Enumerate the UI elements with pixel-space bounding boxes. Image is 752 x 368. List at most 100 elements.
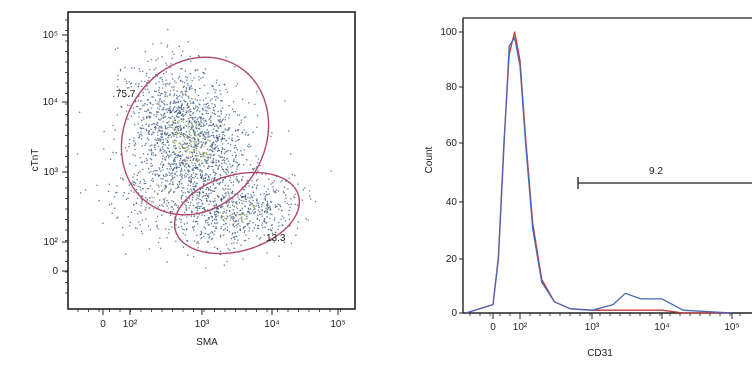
dot-point — [161, 161, 163, 163]
dot-point — [149, 185, 152, 187]
dot-point — [250, 203, 252, 205]
dot-point — [210, 125, 212, 127]
dot-point — [207, 224, 209, 226]
dot-point — [176, 156, 179, 159]
dot-point — [150, 162, 152, 165]
dot-point — [129, 139, 131, 141]
dot-point — [174, 172, 176, 174]
dot-point — [190, 202, 192, 204]
dot-point — [254, 212, 256, 214]
dot-point — [185, 207, 187, 209]
dot-point — [185, 131, 187, 133]
dot-point — [193, 215, 196, 217]
dot-point — [184, 169, 186, 171]
dot-point — [177, 127, 179, 130]
dot-point — [219, 253, 221, 256]
dot-point — [221, 143, 224, 145]
dot-point — [236, 212, 238, 214]
dot-point — [196, 234, 198, 236]
dot-point — [271, 232, 274, 234]
dot-point — [301, 199, 303, 201]
dot-point — [198, 202, 200, 204]
dot-point — [184, 147, 186, 150]
dot-point — [162, 108, 164, 111]
dot-point — [222, 118, 224, 120]
dot-point — [158, 174, 160, 176]
dot-point — [182, 115, 184, 117]
dot-point — [76, 153, 79, 155]
dot-point — [228, 129, 230, 131]
dot-point — [134, 144, 136, 146]
dot-point — [214, 177, 216, 179]
dot-point — [246, 213, 248, 215]
dot-point — [202, 109, 204, 111]
dot-point — [201, 207, 204, 209]
dot-point — [186, 160, 188, 162]
dot-point — [226, 226, 229, 228]
dot-point — [246, 223, 248, 225]
dot-point — [197, 240, 199, 243]
dot-point — [219, 156, 221, 158]
dot-point — [157, 137, 159, 140]
dot-point — [290, 242, 292, 244]
dot-point — [232, 209, 234, 211]
dot-point — [178, 45, 180, 47]
dot-point — [256, 184, 259, 186]
dot-point — [198, 103, 200, 105]
dot-point — [179, 164, 181, 166]
dot-point — [125, 198, 128, 201]
dot-point — [245, 195, 247, 197]
dot-point — [233, 205, 235, 208]
dot-point — [139, 157, 141, 159]
dot-point — [177, 226, 180, 228]
dot-point — [161, 137, 163, 139]
dot-point — [235, 235, 238, 237]
dot-point — [220, 140, 223, 142]
dot-point — [212, 150, 214, 153]
dot-point — [201, 236, 203, 239]
dot-point — [165, 134, 167, 136]
dot-point — [232, 218, 234, 220]
dot-point — [140, 138, 143, 140]
dot-point — [163, 202, 165, 204]
dot-point — [221, 119, 224, 122]
dot-point — [217, 149, 219, 151]
dot-point — [247, 208, 250, 210]
dot-point — [197, 109, 199, 111]
dot-point — [193, 185, 196, 187]
dot-point — [197, 137, 199, 139]
dot-point — [208, 153, 210, 156]
dot-point — [202, 154, 205, 156]
dot-point — [183, 229, 185, 231]
dot-point — [205, 188, 207, 190]
histogram-y-label: Count — [424, 146, 435, 173]
dot-point — [226, 244, 228, 246]
dot-point — [210, 215, 212, 217]
dot-point — [177, 101, 179, 104]
dot-point — [181, 225, 183, 228]
dot-point — [203, 226, 205, 228]
dot-point — [173, 119, 175, 121]
dot-point — [185, 163, 187, 165]
dot-point — [179, 183, 181, 185]
dot-point — [208, 234, 210, 236]
dot-point — [191, 128, 193, 130]
dot-point — [189, 100, 191, 102]
dot-point — [145, 218, 147, 220]
dot-point — [132, 180, 134, 182]
dot-point — [162, 80, 164, 83]
dot-point — [203, 235, 205, 238]
dot-point — [187, 137, 189, 139]
dot-point — [199, 87, 201, 90]
dot-point — [177, 116, 179, 118]
dot-point — [149, 145, 151, 147]
dot-point — [172, 110, 174, 112]
dot-point — [166, 83, 168, 85]
dot-point — [196, 119, 198, 121]
dot-point — [168, 191, 170, 193]
dot-point — [155, 90, 157, 93]
dot-point — [213, 205, 215, 207]
dot-point — [216, 210, 218, 212]
dot-point — [178, 110, 180, 112]
dot-point — [158, 81, 160, 83]
